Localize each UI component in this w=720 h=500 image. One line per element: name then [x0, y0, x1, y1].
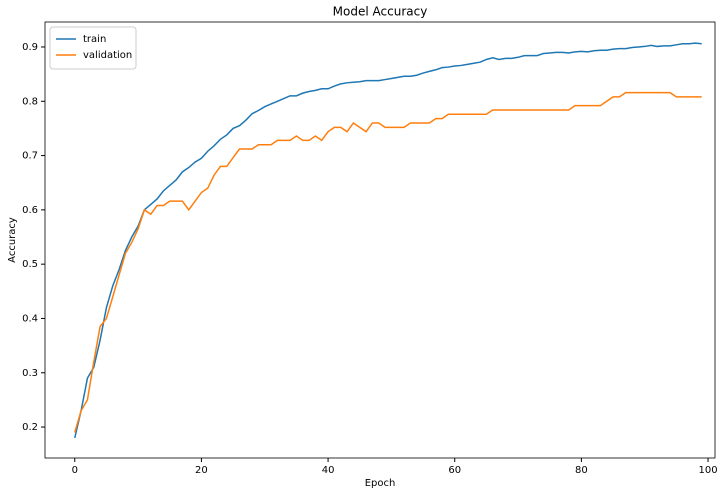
chart-title: Model Accuracy: [333, 5, 428, 19]
x-tick-label: 0: [72, 465, 78, 476]
y-tick-label: 0.9: [22, 42, 38, 53]
y-tick-label: 0.2: [22, 422, 38, 433]
legend-label: validation: [83, 50, 132, 61]
series-line: [74, 42, 702, 439]
y-tick-label: 0.3: [22, 368, 38, 379]
x-tick-label: 100: [698, 465, 717, 476]
y-tick-label: 0.6: [22, 205, 38, 216]
x-tick-label: 80: [575, 465, 588, 476]
x-tick-label: 20: [195, 465, 208, 476]
legend-box: [49, 26, 137, 70]
series-line: [74, 91, 702, 433]
y-tick-label: 0.7: [22, 151, 38, 162]
x-axis-label: Epoch: [365, 478, 396, 489]
x-tick-label: 60: [448, 465, 461, 476]
y-axis-label: Accuracy: [7, 217, 18, 263]
plot-frame: [44, 21, 716, 459]
y-tick-label: 0.5: [22, 259, 38, 270]
y-tick-label: 0.4: [22, 313, 38, 324]
x-tick-label: 40: [322, 465, 335, 476]
legend-label: train: [83, 34, 106, 45]
y-tick-label: 0.8: [22, 96, 38, 107]
